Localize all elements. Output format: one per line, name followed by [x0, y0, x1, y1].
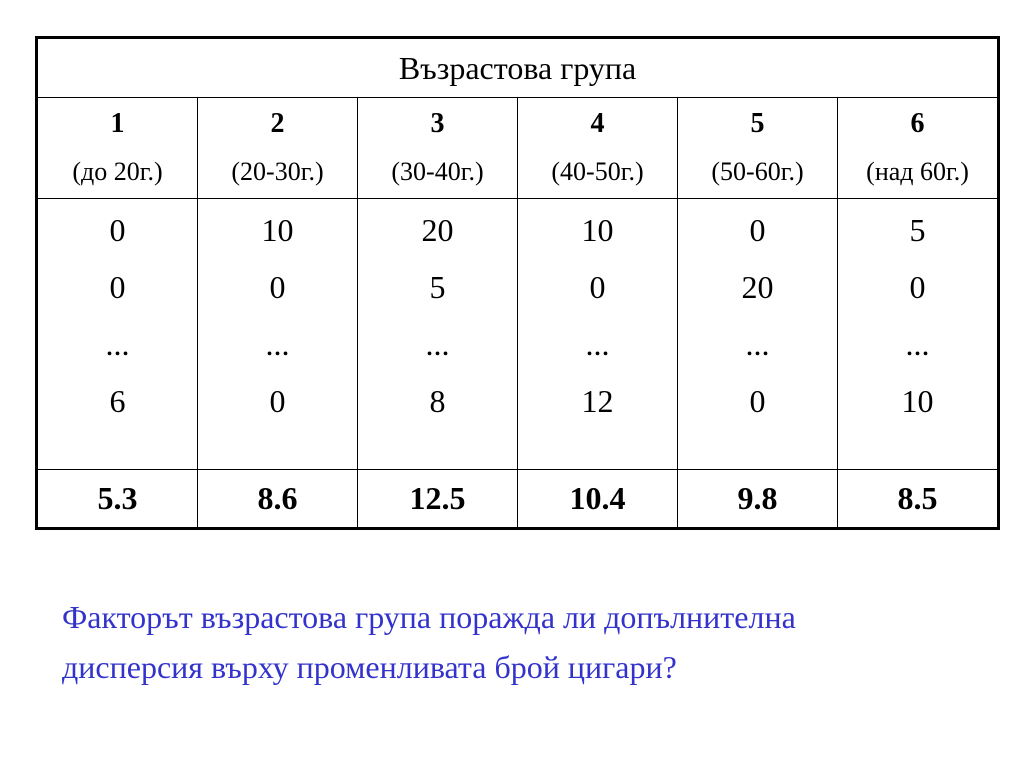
- question-line-1: Факторът възрастова група поражда ли доп…: [62, 599, 796, 635]
- value-entry: 0: [269, 383, 286, 419]
- value-entry: 0: [109, 269, 126, 305]
- value-entry: 10: [581, 212, 614, 248]
- value-entry: 8: [429, 383, 446, 419]
- group-age-range: (30-40г.): [391, 157, 484, 186]
- group-values-cell: 5 0... 10: [836, 198, 1000, 470]
- value-entry: 0: [909, 269, 926, 305]
- value-entry: ...: [425, 326, 450, 362]
- group-header-cell: 6 (над 60г.): [836, 97, 1000, 199]
- value-entry: 0: [749, 383, 766, 419]
- group-values-cell: 20 5... 8: [357, 198, 518, 470]
- mean-row: 5.3 8.6 12.5 10.4 9.8 8.5: [36, 469, 1000, 529]
- value-entry: 0: [749, 212, 766, 248]
- value-entry: ...: [745, 326, 770, 362]
- value-entry: ...: [265, 326, 290, 362]
- question-text: Факторът възрастова група поражда ли доп…: [62, 592, 992, 692]
- group-number: 5: [750, 108, 765, 139]
- table-title: Възрастова група: [35, 37, 1000, 98]
- group-mean-cell: 10.4: [517, 469, 678, 529]
- group-mean-cell: 8.6: [197, 469, 358, 529]
- group-values-cell: 0 0... 6: [36, 198, 198, 470]
- group-values-cell: 0 20... 0: [677, 198, 838, 470]
- group-number: 3: [430, 108, 445, 139]
- value-entry: 0: [269, 269, 286, 305]
- group-header-row: 1 (до 20г.) 2 (20-30г.) 3 (30-40г.) 4 (40-50г.)…: [36, 97, 1000, 199]
- group-header-cell: 2 (20-30г.): [197, 97, 358, 199]
- value-entry: 6: [109, 383, 126, 419]
- group-header-cell: 3 (30-40г.): [357, 97, 518, 199]
- group-age-range: (до 20г.): [72, 157, 163, 186]
- group-mean-cell: 12.5: [357, 469, 518, 529]
- group-mean-cell: 9.8: [677, 469, 838, 529]
- value-entry: 20: [741, 269, 774, 305]
- value-entry: ...: [105, 326, 130, 362]
- group-age-range: (над 60г.): [866, 157, 969, 186]
- group-age-range: (50-60г.): [711, 157, 804, 186]
- group-age-range: (20-30г.): [231, 157, 324, 186]
- group-number: 2: [270, 108, 285, 139]
- values-row: 0 0... 6 10 0... 0 20 5... 8 10 0... 12 0 20... 0 5 0...…: [36, 198, 1000, 470]
- value-entry: 0: [589, 269, 606, 305]
- value-entry: 10: [901, 383, 934, 419]
- value-entry: 0: [109, 212, 126, 248]
- group-mean-cell: 5.3: [36, 469, 198, 529]
- value-entry: ...: [585, 326, 610, 362]
- value-entry: 5: [429, 269, 446, 305]
- value-entry: ...: [905, 326, 930, 362]
- group-values-cell: 10 0... 0: [197, 198, 358, 470]
- group-number: 4: [590, 108, 605, 139]
- value-entry: 10: [261, 212, 294, 248]
- group-header-cell: 4 (40-50г.): [517, 97, 678, 199]
- value-entry: 12: [581, 383, 614, 419]
- value-entry: 20: [421, 212, 454, 248]
- group-number: 6: [910, 108, 925, 139]
- group-number: 1: [110, 108, 125, 139]
- value-entry: 5: [909, 212, 926, 248]
- group-mean-cell: 8.5: [836, 469, 1000, 529]
- data-table: Възрастова група 1 (до 20г.) 2 (20-30г.) 3 (3…: [35, 36, 1001, 530]
- question-line-2: дисперсия върху променливата брой цигари…: [62, 649, 677, 685]
- title-row: Възрастова група: [35, 37, 1000, 98]
- group-values-cell: 10 0... 12: [517, 198, 678, 470]
- group-header-cell: 1 (до 20г.): [36, 97, 198, 199]
- group-header-cell: 5 (50-60г.): [677, 97, 838, 199]
- group-age-range: (40-50г.): [551, 157, 644, 186]
